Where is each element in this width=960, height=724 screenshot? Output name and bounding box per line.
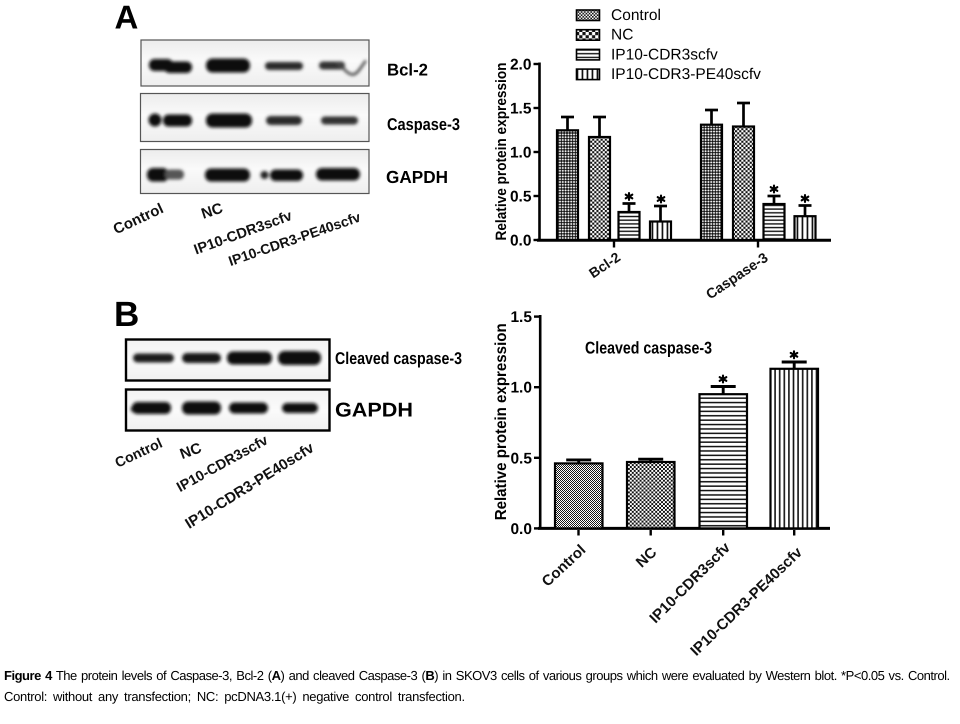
svg-text:Bcl-2: Bcl-2	[586, 249, 624, 282]
svg-text:0.5: 0.5	[510, 189, 532, 206]
svg-text:GAPDH: GAPDH	[386, 167, 448, 187]
svg-text:0.0: 0.0	[510, 521, 532, 538]
svg-text:NC: NC	[633, 544, 661, 571]
svg-text:1.5: 1.5	[510, 101, 532, 118]
svg-text:GAPDH: GAPDH	[335, 400, 413, 422]
svg-text:Cleaved caspase-3: Cleaved caspase-3	[335, 349, 462, 368]
svg-text:1.0: 1.0	[510, 145, 532, 162]
svg-text:1.5: 1.5	[510, 309, 532, 326]
svg-text:IP10-CDR3scfv: IP10-CDR3scfv	[611, 46, 718, 63]
svg-text:Control: Control	[539, 541, 590, 590]
svg-text:Control: Control	[611, 7, 661, 24]
svg-text:2.0: 2.0	[510, 57, 532, 74]
svg-text:Cleaved caspase-3: Cleaved caspase-3	[585, 339, 712, 358]
svg-text:NC: NC	[199, 200, 225, 223]
svg-text:Relative protein expression: Relative protein expression	[493, 63, 510, 241]
svg-text:Control: Control	[111, 200, 167, 238]
svg-text:Caspase-3: Caspase-3	[703, 250, 771, 303]
svg-text:Caspase-3: Caspase-3	[387, 115, 460, 134]
svg-text:NC: NC	[178, 440, 204, 463]
svg-text:NC: NC	[611, 27, 633, 44]
svg-text:A: A	[115, 0, 139, 36]
svg-text:Control: Control	[113, 436, 165, 472]
svg-text:Bcl-2: Bcl-2	[387, 61, 428, 80]
svg-text:0.0: 0.0	[510, 233, 532, 250]
svg-text:0.5: 0.5	[510, 450, 532, 467]
svg-text:B: B	[114, 295, 139, 334]
svg-text:IP10-CDR3-PE40scfv: IP10-CDR3-PE40scfv	[611, 66, 761, 83]
svg-text:Relative protein expression: Relative protein expression	[493, 323, 510, 520]
svg-text:1.0: 1.0	[510, 380, 532, 397]
